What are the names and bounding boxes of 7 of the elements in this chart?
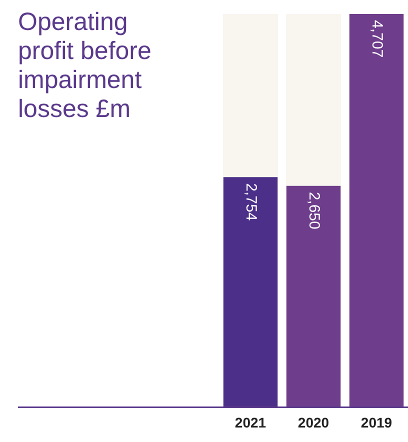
data-label: 2,754 [242, 183, 260, 221]
x-tick-label: 2020 [298, 414, 330, 430]
data-label: 2,650 [305, 192, 322, 230]
data-label: 4,707 [368, 20, 386, 58]
x-tick-label: 2021 [234, 414, 266, 430]
x-tick-label: 2019 [360, 414, 392, 430]
text: Operating profit before impairment losses £m [18, 8, 152, 124]
